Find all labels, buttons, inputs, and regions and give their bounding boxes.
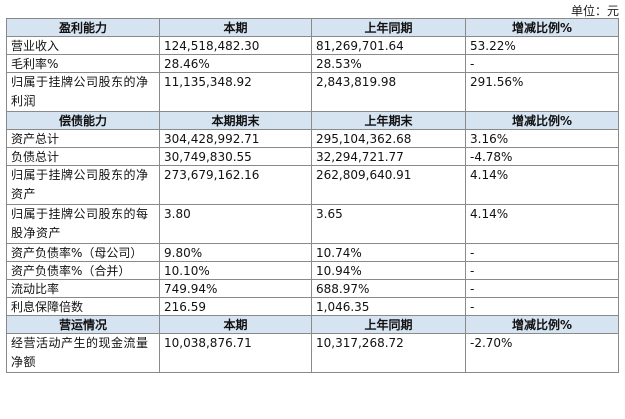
row-label: 归属于挂牌公司股东的净利润 <box>6 72 160 112</box>
table-row: 资产负债率%（合并） 10.10% 10.94% - <box>6 261 619 280</box>
current-value: 3.80 <box>159 204 312 244</box>
table-row: 营业收入 124,518,482.30 81,269,701.64 53.22% <box>6 36 619 55</box>
section-header-solvency: 偿债能力 本期期末 上年期末 增减比例% <box>6 111 619 130</box>
header-cell: 上年期末 <box>311 111 466 130</box>
current-value: 11,135,348.92 <box>159 72 312 112</box>
change-percent: -2.70% <box>465 333 619 373</box>
change-percent: - <box>465 279 619 298</box>
change-percent: -4.78% <box>465 147 619 166</box>
prior-value: 3.65 <box>311 204 466 244</box>
prior-value: 295,104,362.68 <box>311 129 466 148</box>
current-value: 124,518,482.30 <box>159 36 312 55</box>
prior-value: 262,809,640.91 <box>311 165 466 205</box>
change-percent: 3.16% <box>465 129 619 148</box>
change-percent: 53.22% <box>465 36 619 55</box>
unit-label: 单位：元 <box>570 4 619 18</box>
section-header-profitability: 盈利能力 本期 上年同期 增减比例% <box>6 18 619 37</box>
header-cell: 增减比例% <box>465 315 619 334</box>
row-label: 流动比率 <box>6 279 160 298</box>
current-value: 30,749,830.55 <box>159 147 312 166</box>
table-row: 资产负债率%（母公司） 9.80% 10.74% - <box>6 243 619 262</box>
table-row: 归属于挂牌公司股东的净资产 273,679,162.16 262,809,640… <box>6 165 619 205</box>
prior-value: 10,317,268.72 <box>311 333 466 373</box>
row-label: 归属于挂牌公司股东的净资产 <box>6 165 160 205</box>
table-row: 资产总计 304,428,992.71 295,104,362.68 3.16% <box>6 129 619 148</box>
row-label: 营业收入 <box>6 36 160 55</box>
row-label: 资产负债率%（合并） <box>6 261 160 280</box>
row-label: 毛利率% <box>6 54 160 73</box>
current-value: 9.80% <box>159 243 312 262</box>
prior-value: 2,843,819.98 <box>311 72 466 112</box>
table-row: 毛利率% 28.46% 28.53% - <box>6 54 619 73</box>
header-cell: 营运情况 <box>6 315 160 334</box>
row-label: 经营活动产生的现金流量净额 <box>6 333 160 373</box>
header-cell: 增减比例% <box>465 18 619 37</box>
row-label: 利息保障倍数 <box>6 297 160 316</box>
row-label: 资产总计 <box>6 129 160 148</box>
table-row: 归属于挂牌公司股东的净利润 11,135,348.92 2,843,819.98… <box>6 72 619 112</box>
current-value: 304,428,992.71 <box>159 129 312 148</box>
current-value: 273,679,162.16 <box>159 165 312 205</box>
change-percent: 4.14% <box>465 165 619 205</box>
change-percent: - <box>465 243 619 262</box>
header-cell: 本期 <box>159 18 312 37</box>
change-percent: - <box>465 261 619 280</box>
prior-value: 81,269,701.64 <box>311 36 466 55</box>
financial-summary-table: 盈利能力 本期 上年同期 增减比例% 营业收入 124,518,482.30 8… <box>6 18 619 373</box>
prior-value: 10.74% <box>311 243 466 262</box>
prior-value: 32,294,721.77 <box>311 147 466 166</box>
section-header-operations: 营运情况 本期 上年同期 增减比例% <box>6 315 619 334</box>
prior-value: 28.53% <box>311 54 466 73</box>
header-cell: 本期期末 <box>159 111 312 130</box>
change-percent: 4.14% <box>465 204 619 244</box>
table-row: 利息保障倍数 216.59 1,046.35 - <box>6 297 619 316</box>
current-value: 28.46% <box>159 54 312 73</box>
table-row: 流动比率 749.94% 688.97% - <box>6 279 619 298</box>
header-cell: 本期 <box>159 315 312 334</box>
current-value: 10,038,876.71 <box>159 333 312 373</box>
prior-value: 10.94% <box>311 261 466 280</box>
current-value: 749.94% <box>159 279 312 298</box>
prior-value: 1,046.35 <box>311 297 466 316</box>
header-cell: 上年同期 <box>311 315 466 334</box>
table-row: 负债总计 30,749,830.55 32,294,721.77 -4.78% <box>6 147 619 166</box>
table-row: 经营活动产生的现金流量净额 10,038,876.71 10,317,268.7… <box>6 333 619 373</box>
current-value: 10.10% <box>159 261 312 280</box>
table-row: 归属于挂牌公司股东的每股净资产 3.80 3.65 4.14% <box>6 204 619 244</box>
change-percent: 291.56% <box>465 72 619 112</box>
header-cell: 盈利能力 <box>6 18 160 37</box>
header-cell: 上年同期 <box>311 18 466 37</box>
row-label: 负债总计 <box>6 147 160 166</box>
current-value: 216.59 <box>159 297 312 316</box>
header-cell: 偿债能力 <box>6 111 160 130</box>
change-percent: - <box>465 54 619 73</box>
header-cell: 增减比例% <box>465 111 619 130</box>
row-label: 资产负债率%（母公司） <box>6 243 160 262</box>
change-percent: - <box>465 297 619 316</box>
row-label: 归属于挂牌公司股东的每股净资产 <box>6 204 160 244</box>
prior-value: 688.97% <box>311 279 466 298</box>
